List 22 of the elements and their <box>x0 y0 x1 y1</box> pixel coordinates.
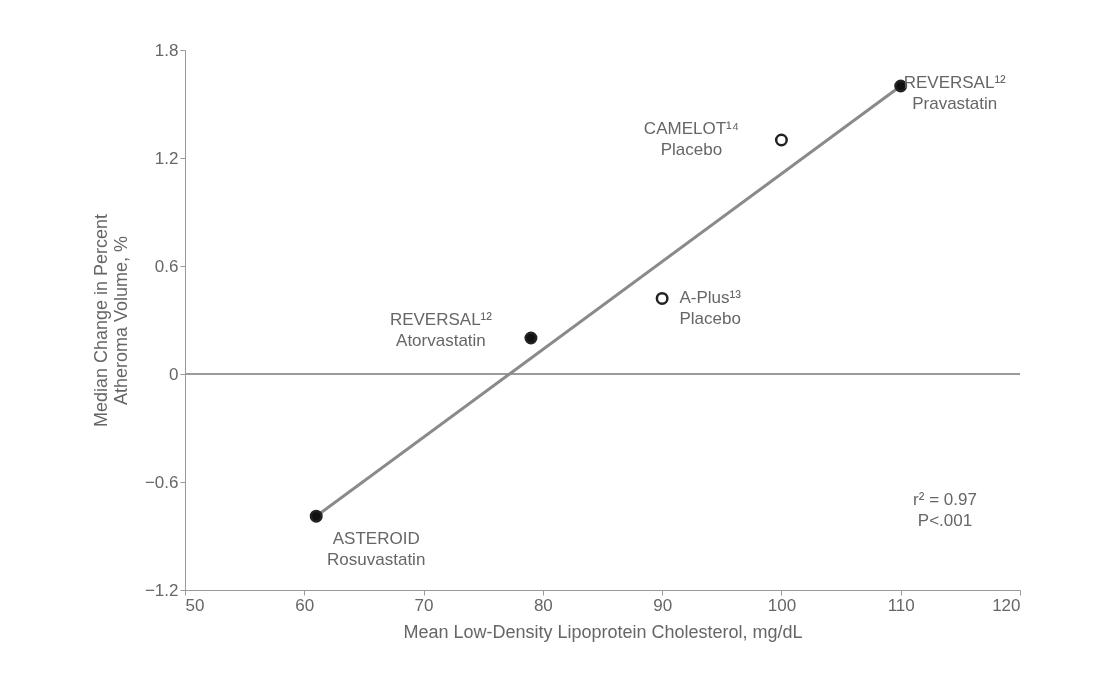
y-tick-label: −0.6 <box>144 472 179 492</box>
annotation: CAMELOT¹⁴ Placebo <box>643 119 740 159</box>
y-axis-title: Median Change in Percent Atheroma Volume, % <box>90 213 131 428</box>
x-axis-title: Mean Low-Density Lipoprotein Cholesterol, mg/dL <box>403 621 803 642</box>
annotation: REVERSAL¹² Atorvastatin <box>389 310 493 350</box>
y-tick-label: 0.6 <box>154 256 179 276</box>
y-tick-label: 1.8 <box>154 40 179 60</box>
y-tick-label: 0 <box>169 364 179 384</box>
annotation: ASTEROID Rosuvastatin <box>327 529 426 570</box>
y-tick-label: 1.2 <box>154 148 179 168</box>
x-tick-label: 80 <box>533 595 553 615</box>
x-tick-label: 50 <box>185 595 205 615</box>
annotation: REVERSAL¹² Pravastatin <box>903 73 1007 113</box>
x-tick-label: 120 <box>992 595 1021 615</box>
x-tick-label: 70 <box>414 595 434 615</box>
x-tick-label: 100 <box>767 595 797 615</box>
x-tick-label: 60 <box>295 595 315 615</box>
x-tick-label: 110 <box>887 595 915 615</box>
annotation: r² = 0.97 P<.001 <box>913 490 977 530</box>
annotation: A-Plus¹³ Placebo <box>679 288 742 329</box>
x-tick-label: 90 <box>653 595 673 615</box>
y-tick-label: −1.2 <box>144 580 179 600</box>
